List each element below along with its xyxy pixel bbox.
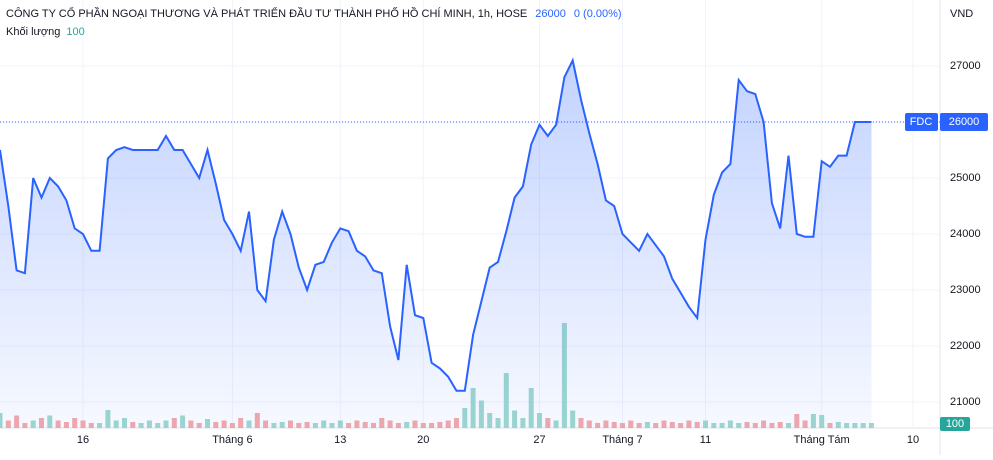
- header-title: CÔNG TY CỔ PHẦN NGOẠI THƯƠNG VÀ PHÁT TRI…: [6, 6, 527, 20]
- price-badge: [940, 113, 988, 132]
- y-tick-label: 23000: [950, 284, 981, 296]
- header: CÔNG TY CỔ PHẦN NGOẠI THƯƠNG VÀ PHÁT TRI…: [6, 6, 622, 20]
- price-badge: [905, 113, 938, 132]
- x-tick-label: Tháng 6: [212, 434, 252, 446]
- badge-price: 26000: [949, 116, 980, 128]
- x-tick-label: 20: [417, 434, 429, 446]
- volume-badge: [940, 417, 970, 431]
- x-tick-label: 11: [700, 434, 711, 446]
- header-price: 26000: [535, 8, 566, 20]
- price-line: [0, 57, 872, 392]
- y-tick-label: 24000: [950, 228, 981, 240]
- y-tick-label: 25000: [950, 172, 981, 184]
- currency: VND: [950, 8, 973, 20]
- y-tick-label: 27000: [950, 60, 981, 72]
- x-tick-label: 13: [334, 434, 346, 446]
- y-tick-label: 22000: [950, 340, 981, 352]
- x-tick-label: Tháng 7: [602, 434, 642, 446]
- area-fill: [0, 60, 872, 429]
- x-tick-label: 10: [907, 434, 919, 446]
- x-tick-label: 27: [533, 434, 545, 446]
- header-change: 0 (0.00%): [574, 8, 622, 20]
- y-tick-label: 21000: [950, 396, 981, 408]
- volume-label: Khối lượng: [6, 26, 60, 38]
- badge-volume: 100: [946, 418, 964, 430]
- x-tick-label: 16: [77, 434, 89, 446]
- badge-symbol: FDC: [910, 116, 933, 128]
- volume-header: Khối lượng 100: [6, 26, 85, 38]
- x-tick-label: Tháng Tám: [794, 434, 850, 446]
- volume-value: 100: [66, 26, 84, 38]
